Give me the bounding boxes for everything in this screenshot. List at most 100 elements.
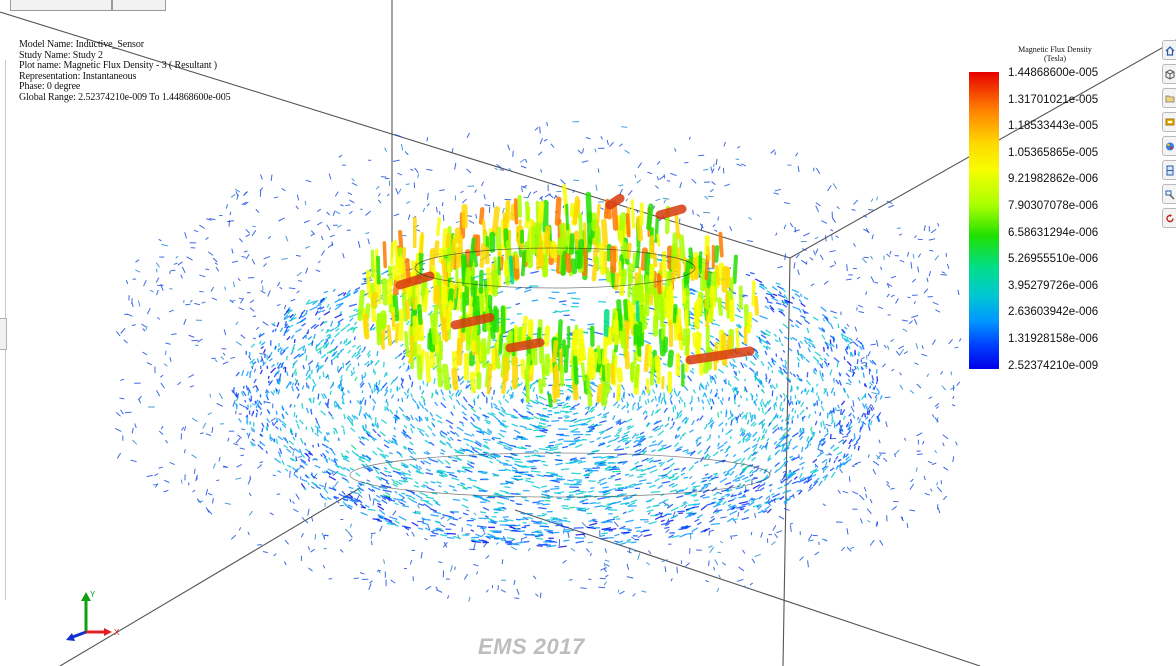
flux-vector <box>675 489 685 493</box>
flux-vector <box>374 469 380 475</box>
flux-vector <box>418 430 425 437</box>
flux-vector <box>603 405 607 411</box>
flux-vector <box>577 149 583 155</box>
flux-vector <box>384 496 392 500</box>
flux-vector <box>405 527 410 531</box>
flux-vector <box>291 362 296 369</box>
flux-vector <box>386 324 393 347</box>
flux-vector <box>389 409 394 415</box>
flux-vector <box>791 456 800 461</box>
flux-vector <box>267 355 271 359</box>
flux-vector <box>638 479 647 483</box>
flux-vector <box>703 527 711 533</box>
top-tab-left[interactable] <box>10 0 112 11</box>
flux-vector <box>661 480 671 484</box>
flux-vector <box>205 268 210 271</box>
flux-vector <box>290 429 293 433</box>
flux-vector <box>796 489 802 493</box>
flux-vector <box>494 406 501 411</box>
flux-vector <box>160 382 165 389</box>
flux-vector <box>125 279 129 285</box>
flux-vector <box>313 457 319 461</box>
flux-vector <box>752 431 758 438</box>
flux-vector <box>838 439 844 444</box>
flux-vector <box>570 297 581 300</box>
flux-vector <box>410 168 414 171</box>
flux-vector <box>326 496 332 501</box>
flux-vector <box>720 516 727 519</box>
flux-vector <box>446 471 455 474</box>
flux-vector <box>484 246 490 265</box>
flux-vector <box>783 456 787 461</box>
flux-vector <box>449 436 454 441</box>
flux-vector <box>323 290 329 294</box>
flux-vector <box>954 346 959 349</box>
flux-vector <box>180 479 183 484</box>
flux-vector <box>364 372 367 376</box>
flux-vector <box>348 486 354 490</box>
flux-vector <box>500 409 509 416</box>
flux-vector <box>837 458 842 462</box>
flux-vector <box>340 452 345 458</box>
flux-vector <box>793 229 800 232</box>
flux-vector <box>359 400 362 405</box>
flux-vector <box>376 422 380 428</box>
flux-vector <box>438 469 446 473</box>
flux-vector <box>266 354 269 361</box>
flux-vector <box>555 474 563 478</box>
flux-vector <box>362 424 365 431</box>
flux-vector <box>541 493 550 497</box>
flux-vector <box>775 282 781 286</box>
flux-vector <box>572 329 579 351</box>
flux-vector <box>826 346 829 350</box>
flux-vector <box>601 384 609 407</box>
flux-vector <box>624 473 630 476</box>
flux-vector <box>303 220 310 224</box>
flux-vector <box>384 517 393 523</box>
flux-vector <box>293 412 296 417</box>
flux-vector <box>663 199 667 204</box>
flux-vector <box>767 457 772 462</box>
flux-vector <box>509 444 517 448</box>
flux-vector <box>554 442 563 446</box>
flux-vector <box>772 428 778 434</box>
flux-vector <box>538 429 548 434</box>
flux-vector <box>632 402 636 406</box>
flux-vector <box>535 394 539 400</box>
flux-vector <box>650 490 661 493</box>
flux-vector <box>671 256 678 283</box>
flux-vector <box>818 480 823 486</box>
flux-vector <box>596 345 602 365</box>
flux-vector <box>544 193 552 198</box>
flux-vector <box>278 448 283 455</box>
flux-vector <box>435 413 442 420</box>
flux-vector <box>278 346 282 351</box>
flux-vector <box>311 378 316 385</box>
flux-vector <box>849 341 854 344</box>
flux-vector <box>812 316 819 321</box>
flux-vector <box>785 489 792 493</box>
flux-vector <box>400 377 403 382</box>
flux-vector <box>386 193 390 197</box>
flux-vector <box>468 596 471 602</box>
flux-vector <box>940 371 944 375</box>
panel-collapse-handle[interactable] <box>0 318 7 350</box>
flux-vector <box>672 421 675 426</box>
flux-vector <box>569 457 577 461</box>
top-tab-right[interactable] <box>112 0 166 11</box>
flux-vector <box>545 499 551 502</box>
flux-vector <box>714 392 718 398</box>
flux-vector <box>252 337 257 340</box>
flux-vector <box>636 530 641 533</box>
flux-vector <box>469 371 477 394</box>
flux-vector <box>708 530 711 536</box>
flux-vector <box>265 393 269 399</box>
flux-vector <box>568 233 575 255</box>
flux-vector <box>747 432 751 437</box>
flux-vector <box>359 572 365 575</box>
flux-vector <box>339 549 344 553</box>
flux-vector <box>400 383 404 389</box>
flux-vector <box>886 200 893 204</box>
flux-vector <box>606 243 612 262</box>
